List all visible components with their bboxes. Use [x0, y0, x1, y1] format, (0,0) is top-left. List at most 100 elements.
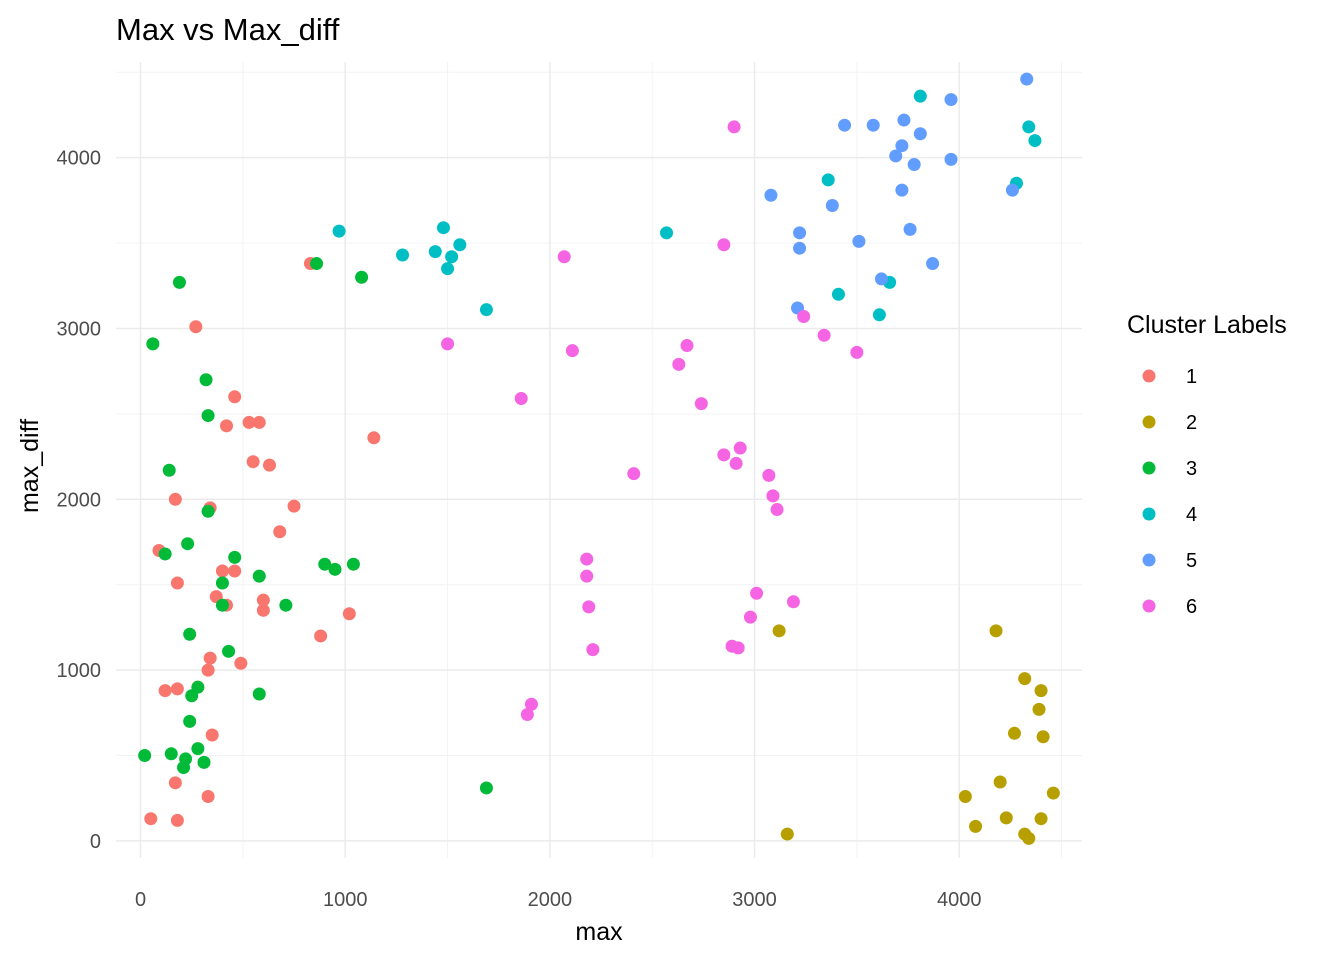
data-point-cluster-5: [764, 188, 778, 202]
y-tick-label: 2000: [57, 489, 102, 511]
data-point-cluster-1: [144, 812, 158, 826]
data-point-cluster-3: [201, 409, 215, 423]
data-point-cluster-6: [727, 120, 741, 134]
data-point-cluster-6: [441, 337, 455, 351]
data-point-cluster-6: [717, 238, 731, 252]
data-point-cluster-1: [314, 629, 328, 643]
data-point-cluster-2: [1032, 702, 1046, 716]
data-point-cluster-3: [162, 463, 176, 477]
legend-key-2: [1142, 415, 1156, 429]
data-point-cluster-6: [729, 456, 743, 470]
data-point-cluster-4: [428, 245, 442, 259]
data-point-cluster-5: [825, 198, 839, 212]
data-point-cluster-3: [228, 550, 242, 564]
data-point-cluster-2: [772, 624, 786, 638]
data-point-cluster-3: [215, 576, 229, 590]
data-point-cluster-6: [520, 708, 534, 722]
data-point-cluster-1: [201, 790, 215, 804]
data-point-cluster-5: [944, 93, 958, 107]
data-point-cluster-1: [228, 564, 242, 578]
data-point-cluster-1: [168, 776, 182, 790]
data-point-cluster-4: [831, 287, 845, 301]
data-point-cluster-6: [770, 503, 784, 517]
data-point-cluster-6: [582, 600, 596, 614]
legend-key-1: [1142, 369, 1156, 383]
data-point-cluster-6: [694, 397, 708, 411]
data-point-cluster-3: [346, 557, 360, 571]
legend-key-3: [1142, 461, 1156, 475]
y-tick-label: 3000: [57, 318, 102, 340]
data-point-cluster-2: [1046, 786, 1060, 800]
y-tick-label: 4000: [57, 148, 102, 170]
data-point-cluster-3: [164, 747, 178, 761]
data-point-cluster-6: [557, 250, 571, 264]
data-point-cluster-4: [441, 262, 455, 276]
data-point-cluster-1: [205, 728, 219, 742]
data-point-cluster-1: [287, 499, 301, 513]
legend-label-2: 2: [1186, 412, 1197, 434]
data-point-cluster-4: [479, 303, 493, 317]
data-point-cluster-3: [479, 781, 493, 795]
data-point-cluster-6: [717, 448, 731, 462]
data-point-cluster-3: [183, 714, 197, 728]
points-layer: [138, 72, 1060, 845]
data-point-cluster-1: [228, 390, 242, 404]
x-axis-label: max: [575, 918, 623, 946]
legend: Cluster Labels 1 2 3 4 5 6: [1127, 311, 1287, 618]
data-point-cluster-3: [252, 569, 266, 583]
data-point-cluster-5: [889, 149, 903, 163]
x-tick-labels: 0 1000 2000 3000 4000: [135, 889, 981, 911]
data-point-cluster-1: [342, 607, 356, 621]
y-tick-label: 0: [90, 831, 101, 853]
data-point-cluster-4: [913, 89, 927, 103]
legend-label-6: 6: [1186, 596, 1197, 618]
legend-label-3: 3: [1186, 458, 1197, 480]
data-point-cluster-1: [170, 813, 184, 827]
data-point-cluster-6: [680, 339, 694, 353]
data-point-cluster-3: [222, 644, 236, 658]
data-point-cluster-5: [895, 139, 909, 153]
data-point-cluster-4: [396, 248, 410, 262]
data-point-cluster-2: [993, 775, 1007, 789]
data-point-cluster-4: [445, 250, 459, 264]
data-point-cluster-3: [355, 270, 369, 284]
data-point-cluster-4: [453, 238, 467, 252]
data-point-cluster-1: [215, 564, 229, 578]
data-point-cluster-4: [332, 224, 346, 238]
data-point-cluster-5: [897, 113, 911, 127]
data-point-cluster-1: [252, 415, 266, 429]
data-point-cluster-1: [203, 651, 217, 665]
data-point-cluster-3: [310, 257, 324, 271]
data-point-cluster-1: [367, 431, 381, 445]
data-point-cluster-5: [793, 226, 807, 240]
data-point-cluster-2: [969, 819, 983, 833]
grid-layer: [116, 62, 1082, 858]
data-point-cluster-5: [866, 118, 880, 132]
legend-title: Cluster Labels: [1127, 311, 1287, 339]
data-point-cluster-6: [762, 468, 776, 482]
data-point-cluster-5: [926, 257, 940, 271]
y-tick-label: 1000: [57, 660, 102, 682]
data-point-cluster-6: [580, 552, 594, 566]
data-point-cluster-5: [913, 127, 927, 141]
data-point-cluster-1: [170, 682, 184, 696]
data-point-cluster-6: [786, 595, 800, 609]
data-point-cluster-6: [586, 643, 600, 657]
data-point-cluster-3: [191, 742, 205, 756]
legend-label-5: 5: [1186, 550, 1197, 572]
data-point-cluster-3: [172, 275, 186, 289]
data-point-cluster-4: [872, 308, 886, 322]
data-point-cluster-3: [177, 760, 191, 774]
data-point-cluster-5: [838, 118, 852, 132]
data-point-cluster-2: [958, 790, 972, 804]
data-point-cluster-6: [514, 392, 528, 406]
data-point-cluster-3: [318, 557, 332, 571]
data-point-cluster-2: [780, 827, 794, 841]
data-point-cluster-2: [1034, 812, 1048, 826]
data-point-cluster-6: [627, 467, 641, 481]
data-point-cluster-2: [999, 811, 1013, 825]
data-point-cluster-6: [743, 610, 757, 624]
legend-label-1: 1: [1186, 366, 1197, 388]
